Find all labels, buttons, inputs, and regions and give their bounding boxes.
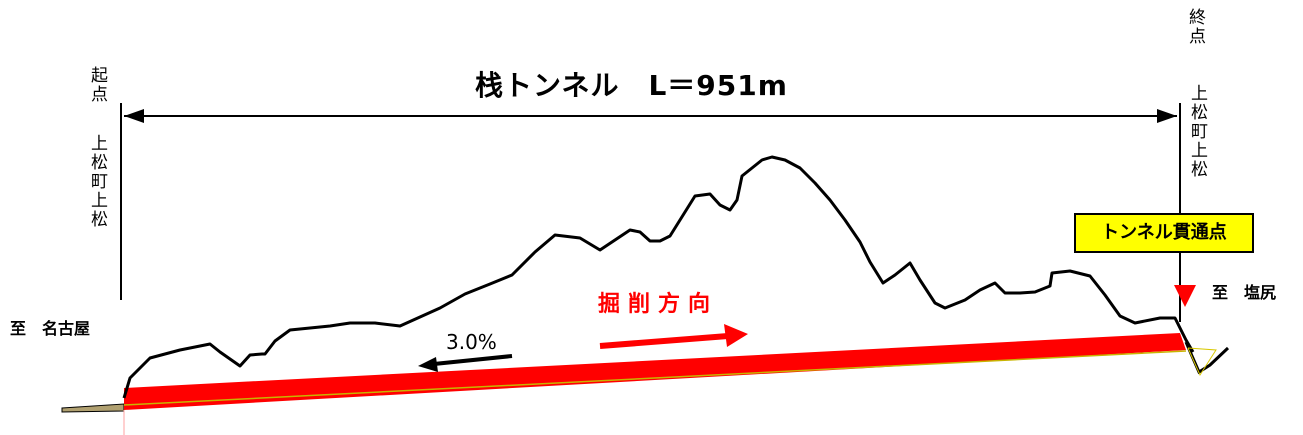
start-station-label: 上松町上松 <box>87 134 107 229</box>
end-station-label: 上松町上松 <box>1187 84 1207 179</box>
dimension-arrow-left <box>124 109 144 123</box>
ground-surface-profile <box>122 155 1195 399</box>
gradient-label: 3.0% <box>446 330 497 354</box>
tunnel-title: 栈トンネル L＝951m <box>475 69 788 102</box>
excavation-arrow-shaft <box>599 333 729 349</box>
excavation-arrow-head <box>724 324 748 347</box>
start-point-label: 起点 <box>87 66 107 104</box>
gradient-arrow-head <box>418 357 438 372</box>
direction-left-label: 至 名古屋 <box>10 319 91 338</box>
approach-track <box>61 403 125 413</box>
right-portal-frame <box>1187 347 1217 377</box>
excavation-direction-label: 掘削方向 <box>598 292 719 317</box>
end-point-label: 終点 <box>1185 8 1205 46</box>
direction-right-label: 至 塩尻 <box>1212 283 1277 302</box>
breakthrough-marker-icon <box>1174 285 1196 307</box>
tunnel-invert-line <box>123 350 1187 406</box>
dimension-arrow-right <box>1157 109 1177 123</box>
breakthrough-point-badge: トンネル貫通点 <box>1074 213 1254 253</box>
gradient-arrow-shaft <box>433 354 513 366</box>
